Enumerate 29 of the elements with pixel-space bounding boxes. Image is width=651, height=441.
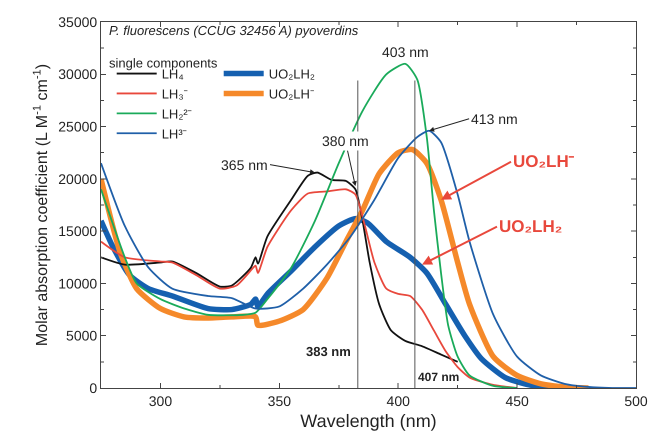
- legend-label: LH₃⁻: [162, 86, 188, 102]
- ref-line-label: 407 nm: [418, 370, 460, 384]
- x-tick-label: 450: [505, 392, 530, 409]
- chart-title: P. fluorescens (CCUG 32456 A) pyoverdins: [109, 22, 359, 38]
- y-tick-label: 30000: [58, 66, 98, 82]
- annotation: UO₂LH₂: [499, 217, 562, 236]
- ref-line-label: 383 nm: [306, 344, 351, 359]
- annotation: 413 nm: [471, 111, 518, 127]
- y-tick-label: 0: [89, 380, 98, 396]
- y-tick-label: 15000: [58, 223, 98, 240]
- annotation: 380 nm: [322, 133, 369, 149]
- x-tick-label: 350: [268, 392, 292, 409]
- y-tick-label: 35000: [58, 14, 98, 30]
- legend-label: LH₂²⁻: [162, 106, 192, 122]
- legend-label: UO₂LH⁻: [268, 86, 314, 102]
- legend-label: UO₂LH₂: [268, 66, 315, 82]
- x-axis-title: Wavelength (nm): [300, 410, 437, 431]
- y-tick-label: 10000: [58, 275, 98, 292]
- legend-label: LH³⁻: [162, 126, 187, 142]
- y-tick-label: 20000: [58, 170, 98, 187]
- line-series: [101, 172, 459, 363]
- annotation: 403 nm: [382, 44, 429, 60]
- y-tick-label: 5000: [66, 328, 98, 344]
- x-tick-label: 500: [624, 392, 648, 409]
- x-tick-label: 300: [148, 392, 172, 409]
- annotation: UO₂LH⁻: [513, 152, 575, 171]
- x-tick-label: 400: [386, 392, 410, 409]
- annotation: 365 nm: [221, 157, 268, 173]
- y-tick-label: 25000: [58, 118, 98, 134]
